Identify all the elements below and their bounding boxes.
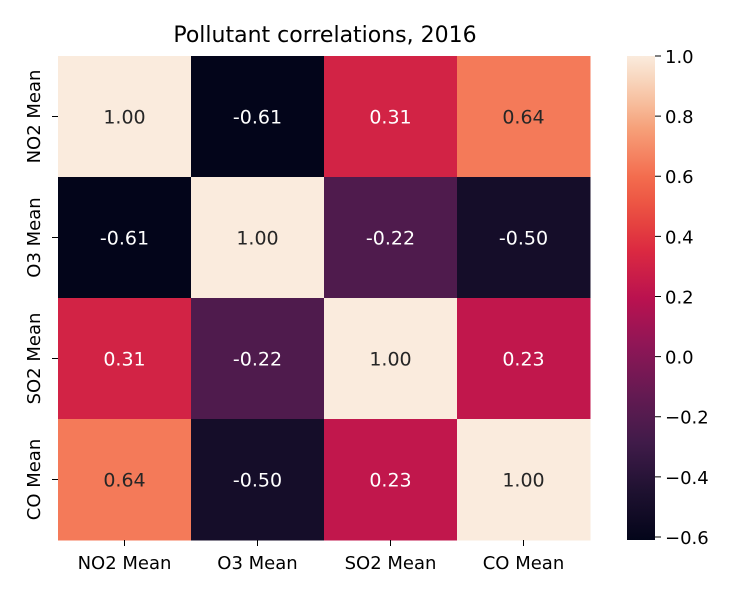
cell-value-label: 1.00 — [236, 228, 278, 250]
colorbar-tick-label: −0.6 — [665, 528, 709, 549]
cell-value-label: 1.00 — [103, 107, 145, 129]
y-axis: NO2 Mean O3 Mean SO2 Mean CO Mean — [24, 70, 58, 521]
cell-value-label: 1.00 — [502, 470, 544, 492]
x-tick-label: SO2 Mean — [345, 553, 437, 574]
cell-value-label: -0.61 — [233, 107, 282, 129]
colorbar-tick-label: 0.0 — [665, 348, 694, 369]
heatmap-cell — [324, 419, 458, 541]
y-tick-label: CO Mean — [24, 439, 45, 521]
cell-value-label: 0.31 — [103, 349, 145, 371]
colorbar-tick-label: −0.4 — [665, 468, 709, 489]
heatmap-cell — [457, 56, 591, 178]
heatmap-cell — [191, 56, 325, 178]
x-axis: NO2 Mean O3 Mean SO2 Mean CO Mean — [78, 540, 565, 574]
heatmap-cells: 1.00 -0.61 0.31 0.64 -0.61 1.00 -0.22 -0.50 0.31… — [58, 56, 591, 541]
y-tick-label: SO2 Mean — [24, 313, 45, 405]
heatmap-cell — [324, 177, 458, 299]
cell-value-label: -0.61 — [100, 228, 149, 250]
cell-value-label: -0.22 — [366, 228, 415, 250]
x-tick-label: O3 Mean — [217, 553, 297, 574]
cell-value-label: 0.31 — [369, 107, 411, 129]
cell-value-label: -0.50 — [233, 470, 282, 492]
heatmap-cell — [191, 177, 325, 299]
cell-value-label: -0.22 — [233, 349, 282, 371]
cell-value-label: -0.50 — [499, 228, 548, 250]
heatmap-cell — [58, 56, 192, 178]
cell-value-label: 0.64 — [502, 107, 544, 129]
heatmap-cell — [457, 298, 591, 420]
cell-value-label: 1.00 — [369, 349, 411, 371]
y-tick-label: NO2 Mean — [24, 70, 45, 164]
colorbar-tick-label: 0.4 — [665, 227, 694, 248]
heatmap-cell — [58, 177, 192, 299]
colorbar-tick-label: 1.0 — [665, 47, 694, 68]
x-tick-label: CO Mean — [483, 553, 565, 574]
colorbar-tick-label: 0.2 — [665, 287, 694, 308]
cell-value-label: 0.23 — [502, 349, 544, 371]
colorbar-tick-label: −0.2 — [665, 408, 709, 429]
heatmap-cell — [324, 298, 458, 420]
colorbar-gradient — [627, 56, 655, 540]
heatmap-cell — [324, 56, 458, 178]
heatmap-cell — [457, 419, 591, 541]
colorbar-tick-label: 0.6 — [665, 167, 694, 188]
cell-value-label: 0.64 — [103, 470, 145, 492]
heatmap-cell — [58, 298, 192, 420]
cell-value-label: 0.23 — [369, 470, 411, 492]
heatmap-cell — [191, 419, 325, 541]
chart-title: Pollutant correlations, 2016 — [173, 23, 476, 48]
colorbar: 1.0 0.8 0.6 0.4 0.2 0.0 −0.2 −0.4 −0.6 — [627, 47, 709, 549]
y-tick-label: O3 Mean — [24, 197, 45, 277]
heatmap-cell — [191, 298, 325, 420]
x-tick-label: NO2 Mean — [78, 553, 172, 574]
heatmap-cell — [457, 177, 591, 299]
colorbar-tick-label: 0.8 — [665, 107, 694, 128]
heatmap-cell — [58, 419, 192, 541]
